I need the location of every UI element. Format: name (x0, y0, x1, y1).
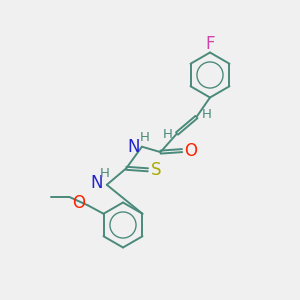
Text: H: H (140, 130, 149, 144)
Text: H: H (202, 108, 212, 121)
Text: O: O (184, 142, 198, 160)
Text: F: F (205, 35, 215, 53)
Text: N: N (90, 174, 103, 192)
Text: O: O (72, 194, 86, 212)
Text: S: S (151, 161, 161, 179)
Text: H: H (163, 128, 172, 141)
Text: N: N (127, 138, 140, 156)
Text: H: H (100, 167, 109, 180)
